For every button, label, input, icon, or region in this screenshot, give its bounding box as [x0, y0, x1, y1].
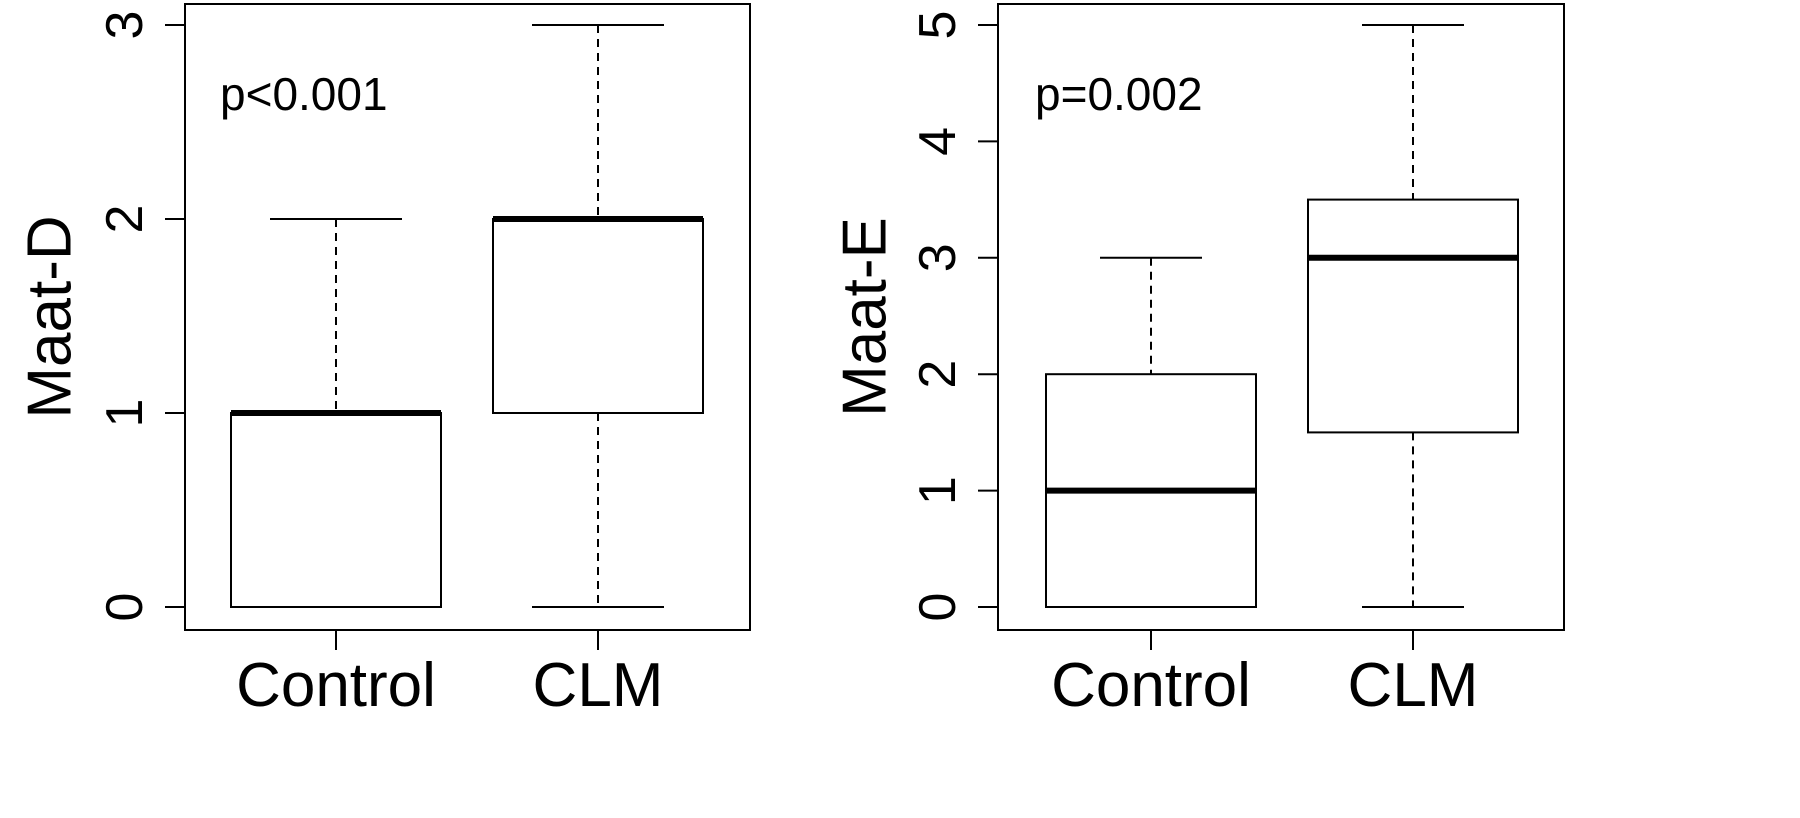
panel1-control-box [230, 412, 442, 608]
panel2-y-tick-label: 0 [909, 593, 967, 622]
panel2-x-tick-label: CLM [1348, 651, 1479, 720]
panel2-y-tick-label: 4 [909, 127, 967, 156]
panel1-y-tick-label: 3 [96, 11, 154, 40]
panel2-y-tick-label: 1 [909, 476, 967, 505]
panel1-y-tick-label: 1 [96, 399, 154, 428]
panel2-x-tick-label: Control [1051, 651, 1251, 720]
panel2-y-axis-label: Maat-E [831, 217, 900, 417]
panel1-clm-box [492, 218, 704, 414]
panel2-y-tick-label: 2 [909, 360, 967, 389]
panel2-clm-box [1307, 198, 1519, 434]
panel1-plot-frame [184, 3, 751, 631]
panel2-y-tick-label: 3 [909, 243, 967, 272]
panel1-x-tick-label: Control [236, 651, 436, 720]
panel1-y-tick-label: 2 [96, 205, 154, 234]
panel2-p-value-annotation: p=0.002 [1035, 68, 1203, 120]
panel2-y-tick-label: 5 [909, 11, 967, 40]
panel1-y-axis-label: Maat-D [16, 215, 85, 418]
panel1-x-tick-label: CLM [533, 651, 664, 720]
panel1-y-tick-label: 0 [96, 593, 154, 622]
panel1-p-value-annotation: p<0.001 [220, 68, 388, 120]
panel2-plot-frame [997, 3, 1565, 631]
